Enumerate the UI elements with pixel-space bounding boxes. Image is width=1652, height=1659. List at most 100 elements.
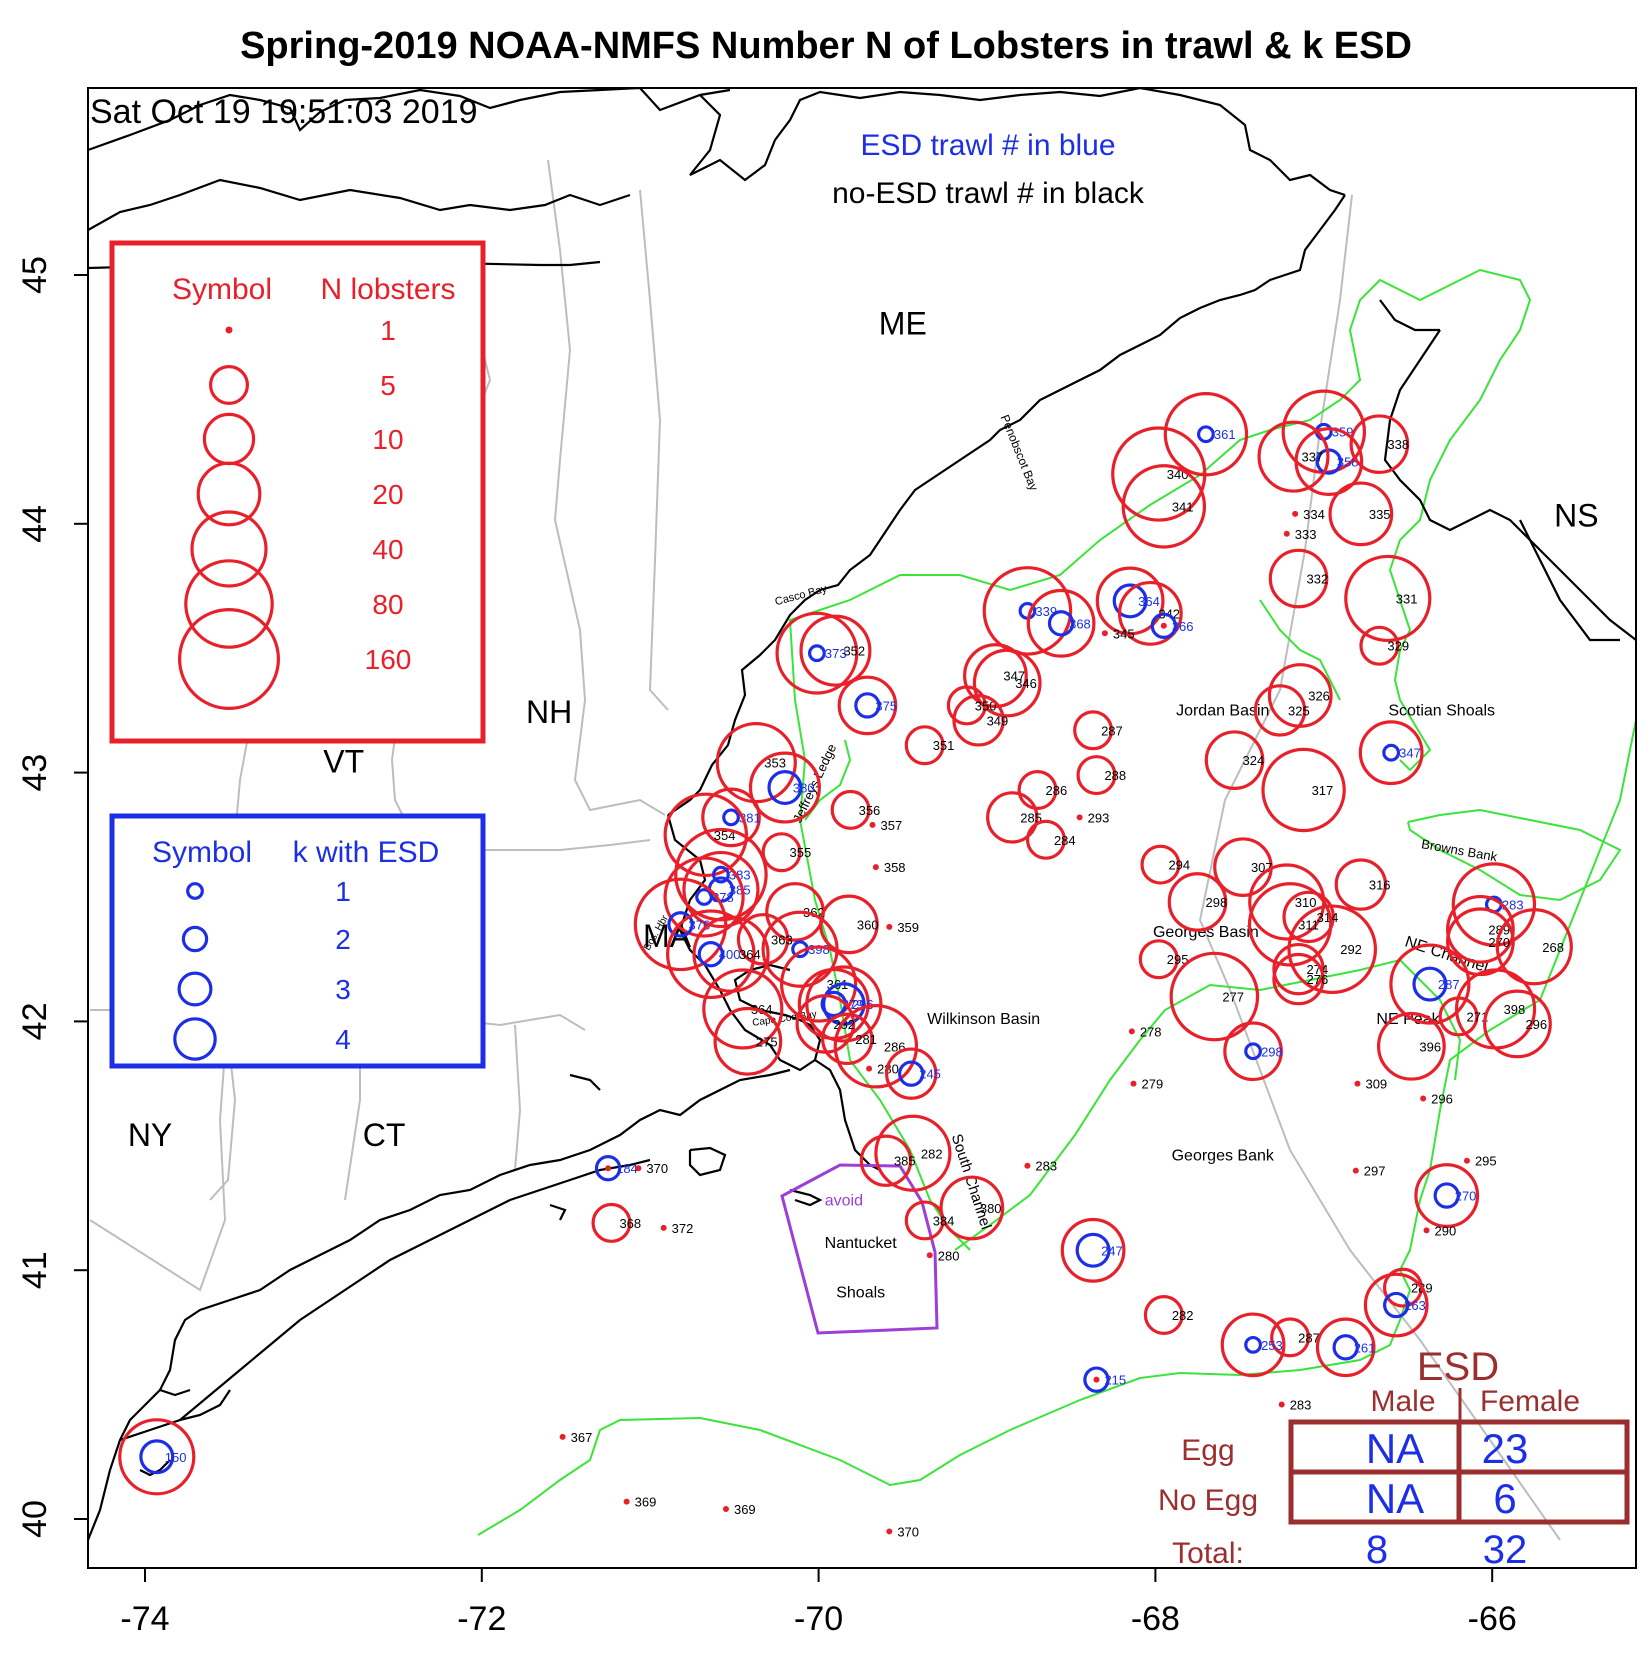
trawl-n-dot	[1128, 1028, 1135, 1035]
legend-n-label: 40	[372, 534, 403, 565]
trawl-k-circle	[1112, 583, 1148, 619]
trawl-label: 380	[793, 781, 815, 796]
trawl-n-dot	[1278, 1401, 1285, 1408]
trawl-k-circle	[1083, 1366, 1110, 1393]
trawl-k-circle	[1383, 1291, 1410, 1319]
trawl-label: 367	[571, 1430, 593, 1445]
trawl-n-circle	[1261, 747, 1346, 833]
trawl-label: 271	[1467, 1009, 1489, 1024]
trawl-n-circle	[833, 1004, 919, 1089]
region-label: Georges Bank	[1172, 1148, 1275, 1165]
trawl-n-circle	[972, 648, 1042, 718]
avoid-area	[780, 1163, 939, 1335]
legend-k-esd: Symbol k with ESD 1 2 3 4	[109, 813, 486, 1069]
trawl-label: 280	[938, 1248, 960, 1263]
trawl-n-circle	[775, 611, 859, 695]
trawl-label: 296	[852, 997, 874, 1012]
timestamp: Sat Oct 19 19:51:03 2019	[90, 93, 478, 131]
legend-n-circle	[190, 510, 268, 588]
trawl-k-circle	[594, 1154, 622, 1182]
trawl-n-dot	[1130, 1080, 1137, 1087]
trawl-n-circle	[692, 915, 770, 993]
region-label: Georges Basin	[1153, 924, 1259, 941]
legend-k-label: 2	[335, 924, 351, 955]
trawl-n-circle	[1268, 548, 1329, 609]
region-label: avoid	[825, 1193, 863, 1210]
esd-noegg-male: NA	[1366, 1475, 1424, 1522]
trawl-n-circle	[1495, 908, 1573, 986]
esd-egg-male: NA	[1366, 1425, 1424, 1472]
trawl-n-circle	[874, 1114, 952, 1192]
plot-frame	[87, 87, 1637, 1569]
legend-n-label: 1	[380, 315, 396, 346]
trawl-n-circle	[633, 877, 728, 972]
trawl-n-circle	[1169, 951, 1260, 1042]
trawl-label: 346	[1015, 676, 1037, 691]
trawl-n-circle	[1247, 882, 1333, 967]
trawl-label: 293	[1088, 810, 1110, 825]
trawl-n-dot	[605, 1165, 612, 1172]
axis-x-ticks: -74 -72 -70 -68 -66	[120, 1568, 1517, 1638]
trawl-k-circle	[1047, 610, 1075, 637]
trawl-n-dot	[1093, 1376, 1100, 1383]
trawl-k-circle	[667, 911, 694, 938]
trawl-n-circle	[713, 1006, 783, 1076]
trawl-n-dot	[886, 1528, 893, 1535]
region-label: Jordan Basin	[1176, 702, 1269, 719]
trawl-n-dot	[1463, 1157, 1470, 1164]
axis-y-ticks: 40 41 42 43 44 45	[16, 256, 88, 1538]
legend-n-label: 5	[380, 370, 396, 401]
trawl-label: 335	[1369, 507, 1391, 522]
region-label: NS	[1554, 497, 1598, 533]
trawl-n-circle	[830, 789, 871, 830]
trawl-label: 400	[719, 947, 741, 962]
trawl-n-circle	[1257, 420, 1330, 493]
trawl-n-dot	[660, 1224, 667, 1231]
trawl-n-circle	[1220, 1312, 1286, 1378]
trawl-label: 261	[1354, 1340, 1376, 1355]
legend-n-label: 80	[372, 589, 403, 620]
legend-k-frame	[109, 813, 486, 1069]
trawl-n-circle	[821, 1012, 874, 1066]
trawl-n-circle	[666, 909, 756, 1000]
trawl-n-dot	[926, 1252, 933, 1259]
trawl-n-circle	[859, 1134, 913, 1187]
trawl-n-dot	[1423, 1227, 1430, 1234]
legend-k-label: 4	[335, 1024, 351, 1055]
trawl-n-circle	[761, 910, 839, 988]
trawl-label: 286	[1046, 783, 1068, 798]
trawl-label: 277	[1222, 990, 1244, 1005]
trawl-n-circle	[1270, 1317, 1311, 1358]
trawl-k-circle	[1433, 1182, 1460, 1209]
trawl-label: 150	[165, 1450, 187, 1465]
y-tick-label: 41	[16, 1251, 54, 1289]
trawl-k-circle	[822, 982, 866, 1026]
trawl-label: 268	[1542, 940, 1564, 955]
trawl-n-circle	[1121, 464, 1207, 549]
legend-n-label: 10	[372, 424, 403, 455]
trawl-label: 326	[1308, 688, 1330, 703]
trawl-n-circle	[963, 643, 1028, 708]
legend-n-label: 160	[365, 644, 412, 675]
esd-table-title: ESD	[1417, 1345, 1499, 1389]
trawl-n-dot	[866, 1065, 873, 1072]
trawl-k-circle	[1150, 612, 1178, 640]
trawl-label: 311	[1298, 917, 1319, 932]
y-tick-label: 43	[16, 754, 54, 792]
trawl-label: 398	[1504, 1002, 1526, 1017]
y-tick-label: 42	[16, 1002, 54, 1040]
trawl-label: 338	[1387, 437, 1409, 452]
trawl-k-circle	[854, 692, 881, 719]
trawl-label: 263	[1404, 1298, 1426, 1313]
trawl-n-circle	[885, 1047, 938, 1100]
trawl-n-circle	[118, 1418, 196, 1496]
trawl-k-circle	[1332, 1334, 1359, 1361]
trawl-n-circle	[1095, 566, 1165, 636]
esd-row-egg: Egg	[1181, 1434, 1234, 1467]
region-label: NH	[526, 694, 572, 730]
trawl-n-circle	[1272, 952, 1325, 1006]
trawl-label: 375	[875, 698, 897, 713]
esd-row-noegg: No Egg	[1158, 1484, 1258, 1517]
